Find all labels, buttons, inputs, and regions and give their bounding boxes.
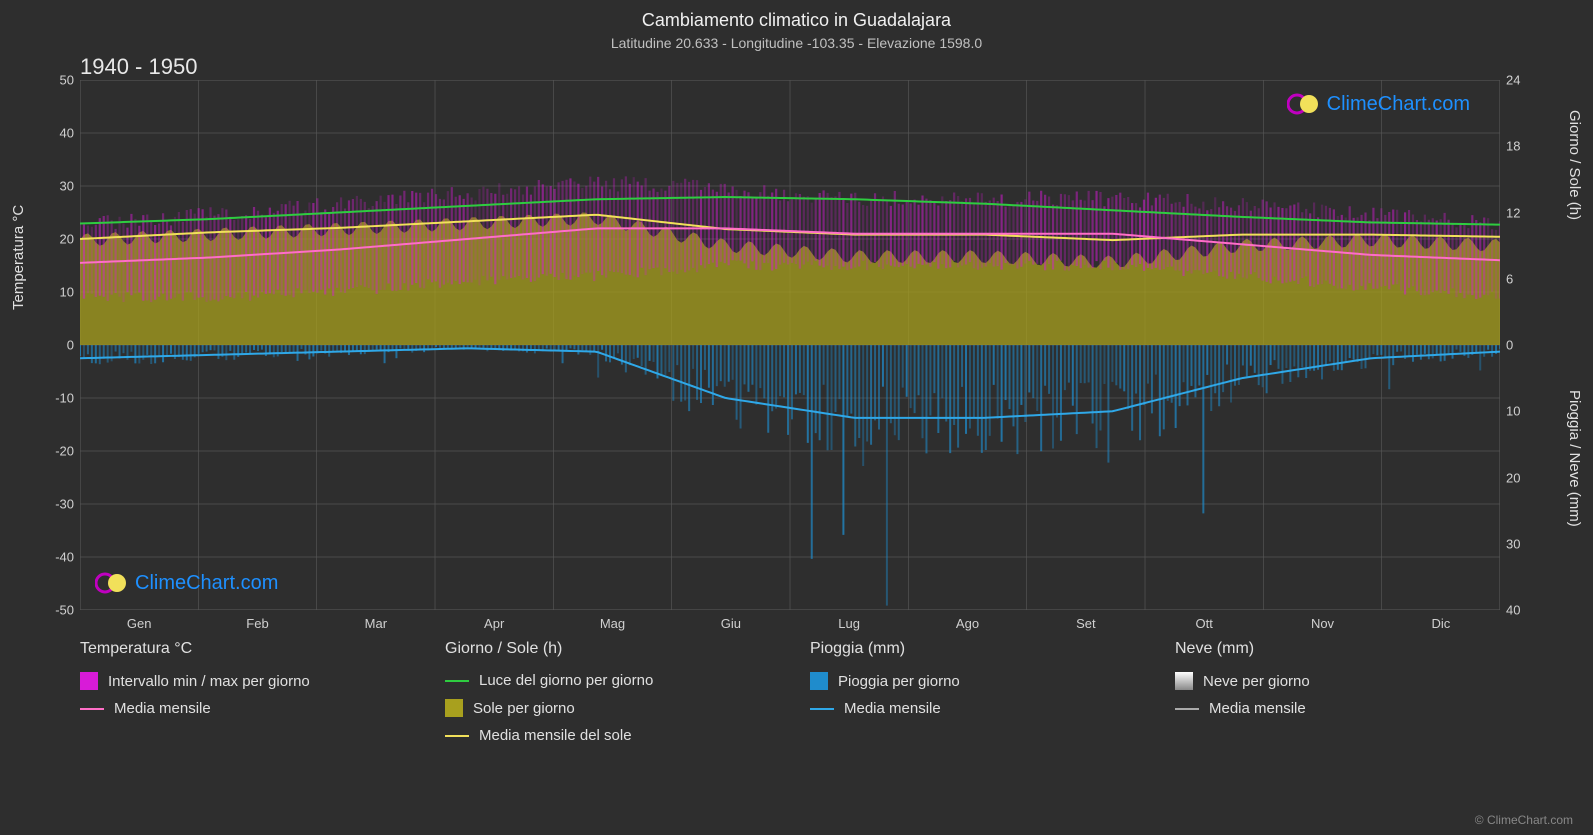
y-right-bot-axis-label: Pioggia / Neve (mm) (1566, 390, 1583, 527)
chart-subtitle: Latitudine 20.633 - Longitudine -103.35 … (0, 35, 1593, 51)
legend-rain-daily: Pioggia per giorno (810, 672, 1135, 690)
chart-title: Cambiamento climatico in Guadalajara (0, 10, 1593, 31)
legend-rain: Pioggia (mm) Pioggia per giorno Media me… (810, 640, 1135, 754)
chart-svg (80, 80, 1500, 610)
brand-logo-bottom: ClimeChart.com (95, 571, 278, 595)
legend-daylight: Luce del giorno per giorno (445, 672, 770, 689)
legend-temp-header: Temperatura °C (80, 640, 405, 658)
swatch-snow-mean (1175, 708, 1199, 710)
chart-plot-area: ClimeChart.com ClimeChart.com -50-40-30-… (80, 80, 1500, 610)
legend-temp: Temperatura °C Intervallo min / max per … (80, 640, 405, 754)
swatch-daylight (445, 680, 469, 682)
legend-daysun: Giorno / Sole (h) Luce del giorno per gi… (445, 640, 770, 754)
y-right-top-axis-label: Giorno / Sole (h) (1566, 110, 1583, 220)
legend-temp-mean: Media mensile (80, 700, 405, 717)
legend-rain-header: Pioggia (mm) (810, 640, 1135, 658)
swatch-rain-mean (810, 708, 834, 710)
legend-snow-mean: Media mensile (1175, 700, 1500, 717)
brand-logo-top: ClimeChart.com (1287, 92, 1470, 116)
legend-snow: Neve (mm) Neve per giorno Media mensile (1175, 640, 1500, 754)
legend-daysun-header: Giorno / Sole (h) (445, 640, 770, 658)
year-range: 1940 - 1950 (80, 54, 197, 80)
legend-rain-mean: Media mensile (810, 700, 1135, 717)
y-left-axis-label: Temperatura °C (10, 205, 27, 310)
swatch-rain (810, 672, 828, 690)
legend-snow-daily: Neve per giorno (1175, 672, 1500, 690)
swatch-sun (445, 699, 463, 717)
legend-snow-header: Neve (mm) (1175, 640, 1500, 658)
brand-text: ClimeChart.com (1327, 93, 1470, 116)
swatch-temp-mean (80, 708, 104, 710)
legend: Temperatura °C Intervallo min / max per … (80, 640, 1500, 754)
swatch-snow (1175, 672, 1193, 690)
brand-text: ClimeChart.com (135, 572, 278, 595)
legend-sun-mean: Media mensile del sole (445, 727, 770, 744)
legend-sun: Sole per giorno (445, 699, 770, 717)
legend-temp-range: Intervallo min / max per giorno (80, 672, 405, 690)
swatch-sun-mean (445, 735, 469, 737)
swatch-temp-range (80, 672, 98, 690)
